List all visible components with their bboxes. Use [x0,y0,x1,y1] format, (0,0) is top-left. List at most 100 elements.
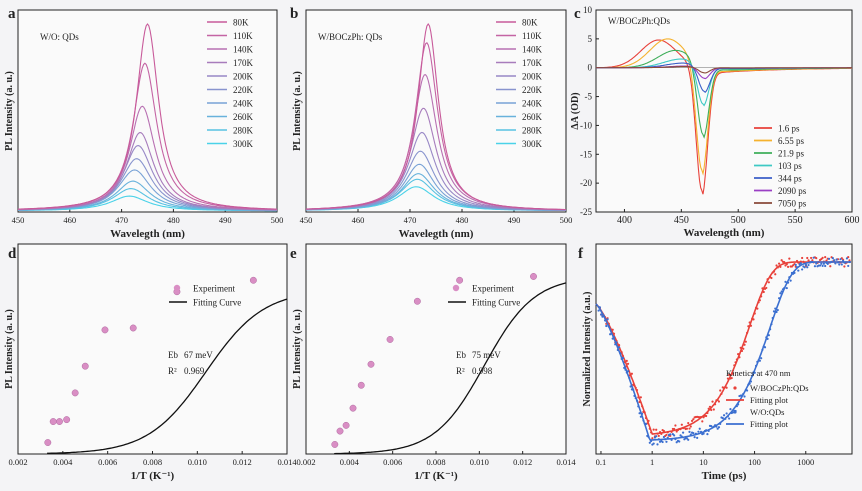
x-tick-label-d: 0.008 [143,457,162,467]
plot-frame-e [305,243,567,455]
x-tick-label-b: 450 [300,215,313,225]
data-point-f [811,259,814,262]
legend-label-b: 200K [522,72,543,82]
data-point-f [626,362,630,365]
legend-label-b: 240K [522,99,543,109]
data-point-d [71,389,79,397]
y-axis-label-e: PL Intensity (a. u.) [292,309,303,389]
legend-label-a: 140K [233,45,254,55]
energy-value-e: 75 meV [472,350,501,360]
data-point-f [774,273,777,276]
series-line-b [306,22,566,211]
legend-label-e: Experiment [472,284,514,294]
y-tick-label-c: 5 [588,34,593,44]
data-point-f [744,340,747,343]
data-point-f [651,437,654,440]
data-point-f [743,395,746,398]
data-point-d [101,326,109,334]
data-point-f [665,433,668,436]
data-point-f [786,265,790,268]
data-point-f [729,407,732,411]
data-point-f [801,268,804,271]
panel-label-a: a [8,6,16,22]
r2-label-e: R² [456,366,465,376]
x-tick-label-d: 0.002 [8,457,27,467]
data-point-f [785,286,788,290]
series-line-a [17,23,278,210]
x-tick-label-f: 10 [699,457,708,467]
data-point-f [809,256,813,260]
data-point-f [815,257,818,260]
x-tick-label-c: 450 [674,215,689,226]
data-point-f [688,427,691,430]
data-point-d [63,416,71,424]
legend-label-b: 220K [522,85,543,95]
x-tick-label-c: 400 [617,215,632,226]
data-point-f [692,432,695,435]
y-tick-label-c: -10 [580,120,592,130]
legend-label-b: 300K [522,139,543,149]
x-tick-label-a: 500 [271,215,284,225]
data-point-d [56,418,63,425]
legend-label-f: Fitting plot [750,419,789,429]
legend-marker-d [173,284,181,292]
data-point-f [728,373,731,376]
data-point-f [848,259,851,262]
data-point-f [701,420,704,423]
r2-label-d: R² [168,366,177,376]
legend-label-a: 110K [233,31,253,41]
data-point-f [648,441,651,444]
data-point-f [818,264,822,267]
data-point-f [803,266,806,269]
x-tick-label-b: 500 [560,215,573,225]
data-point-f [806,266,809,269]
legend-label-e: Fitting Curve [472,298,520,308]
data-point-f [680,423,683,426]
data-point-f [760,357,763,360]
legend-label-b: 140K [522,45,543,55]
plot-frame-f [595,243,853,455]
x-tick-label-e: 0.014 [556,457,576,467]
data-point-e [386,336,394,343]
data-point-f [838,263,841,266]
series-line-c [596,66,852,74]
y-axis-label-b: PL Intensity (a. u.) [292,71,303,151]
x-tick-label-b: 460 [352,215,365,225]
data-point-f [813,265,817,268]
data-point-f [711,400,714,403]
data-point-f [673,434,676,437]
data-point-f [815,262,818,265]
data-point-e [456,276,464,284]
data-point-f [719,389,722,392]
x-tick-label-f: 1000 [797,457,814,467]
data-point-f [662,435,665,439]
data-point-f [820,262,823,265]
data-point-f [776,308,779,312]
x-tick-label-d: 0.010 [188,457,207,467]
data-point-f [797,269,800,272]
legend-label-c: 21.9 ps [778,149,805,159]
energy-label-d: Eb [168,350,178,360]
data-point-f [821,264,824,267]
data-point-f [772,310,776,313]
data-point-f [652,442,655,445]
data-point-f [722,414,726,417]
legend-label-c: 103 ps [778,161,802,171]
legend-label-b: 170K [522,58,543,68]
x-axis-label-d: 1/T (K⁻¹) [131,470,175,482]
data-point-f [825,259,828,262]
data-point-f [656,443,659,446]
data-point-f [725,386,728,389]
data-point-f [799,262,802,265]
fitting-line-f [595,261,851,441]
x-tick-label-a: 490 [219,215,232,225]
data-point-f [690,419,694,422]
x-axis-label-a: Wavelegth (nm) [110,228,185,240]
data-point-f [843,265,846,268]
data-point-f [789,279,792,282]
y-tick-label-c: -15 [580,149,592,159]
data-point-f [834,262,837,265]
data-point-e [413,297,421,305]
data-point-f [662,429,665,433]
